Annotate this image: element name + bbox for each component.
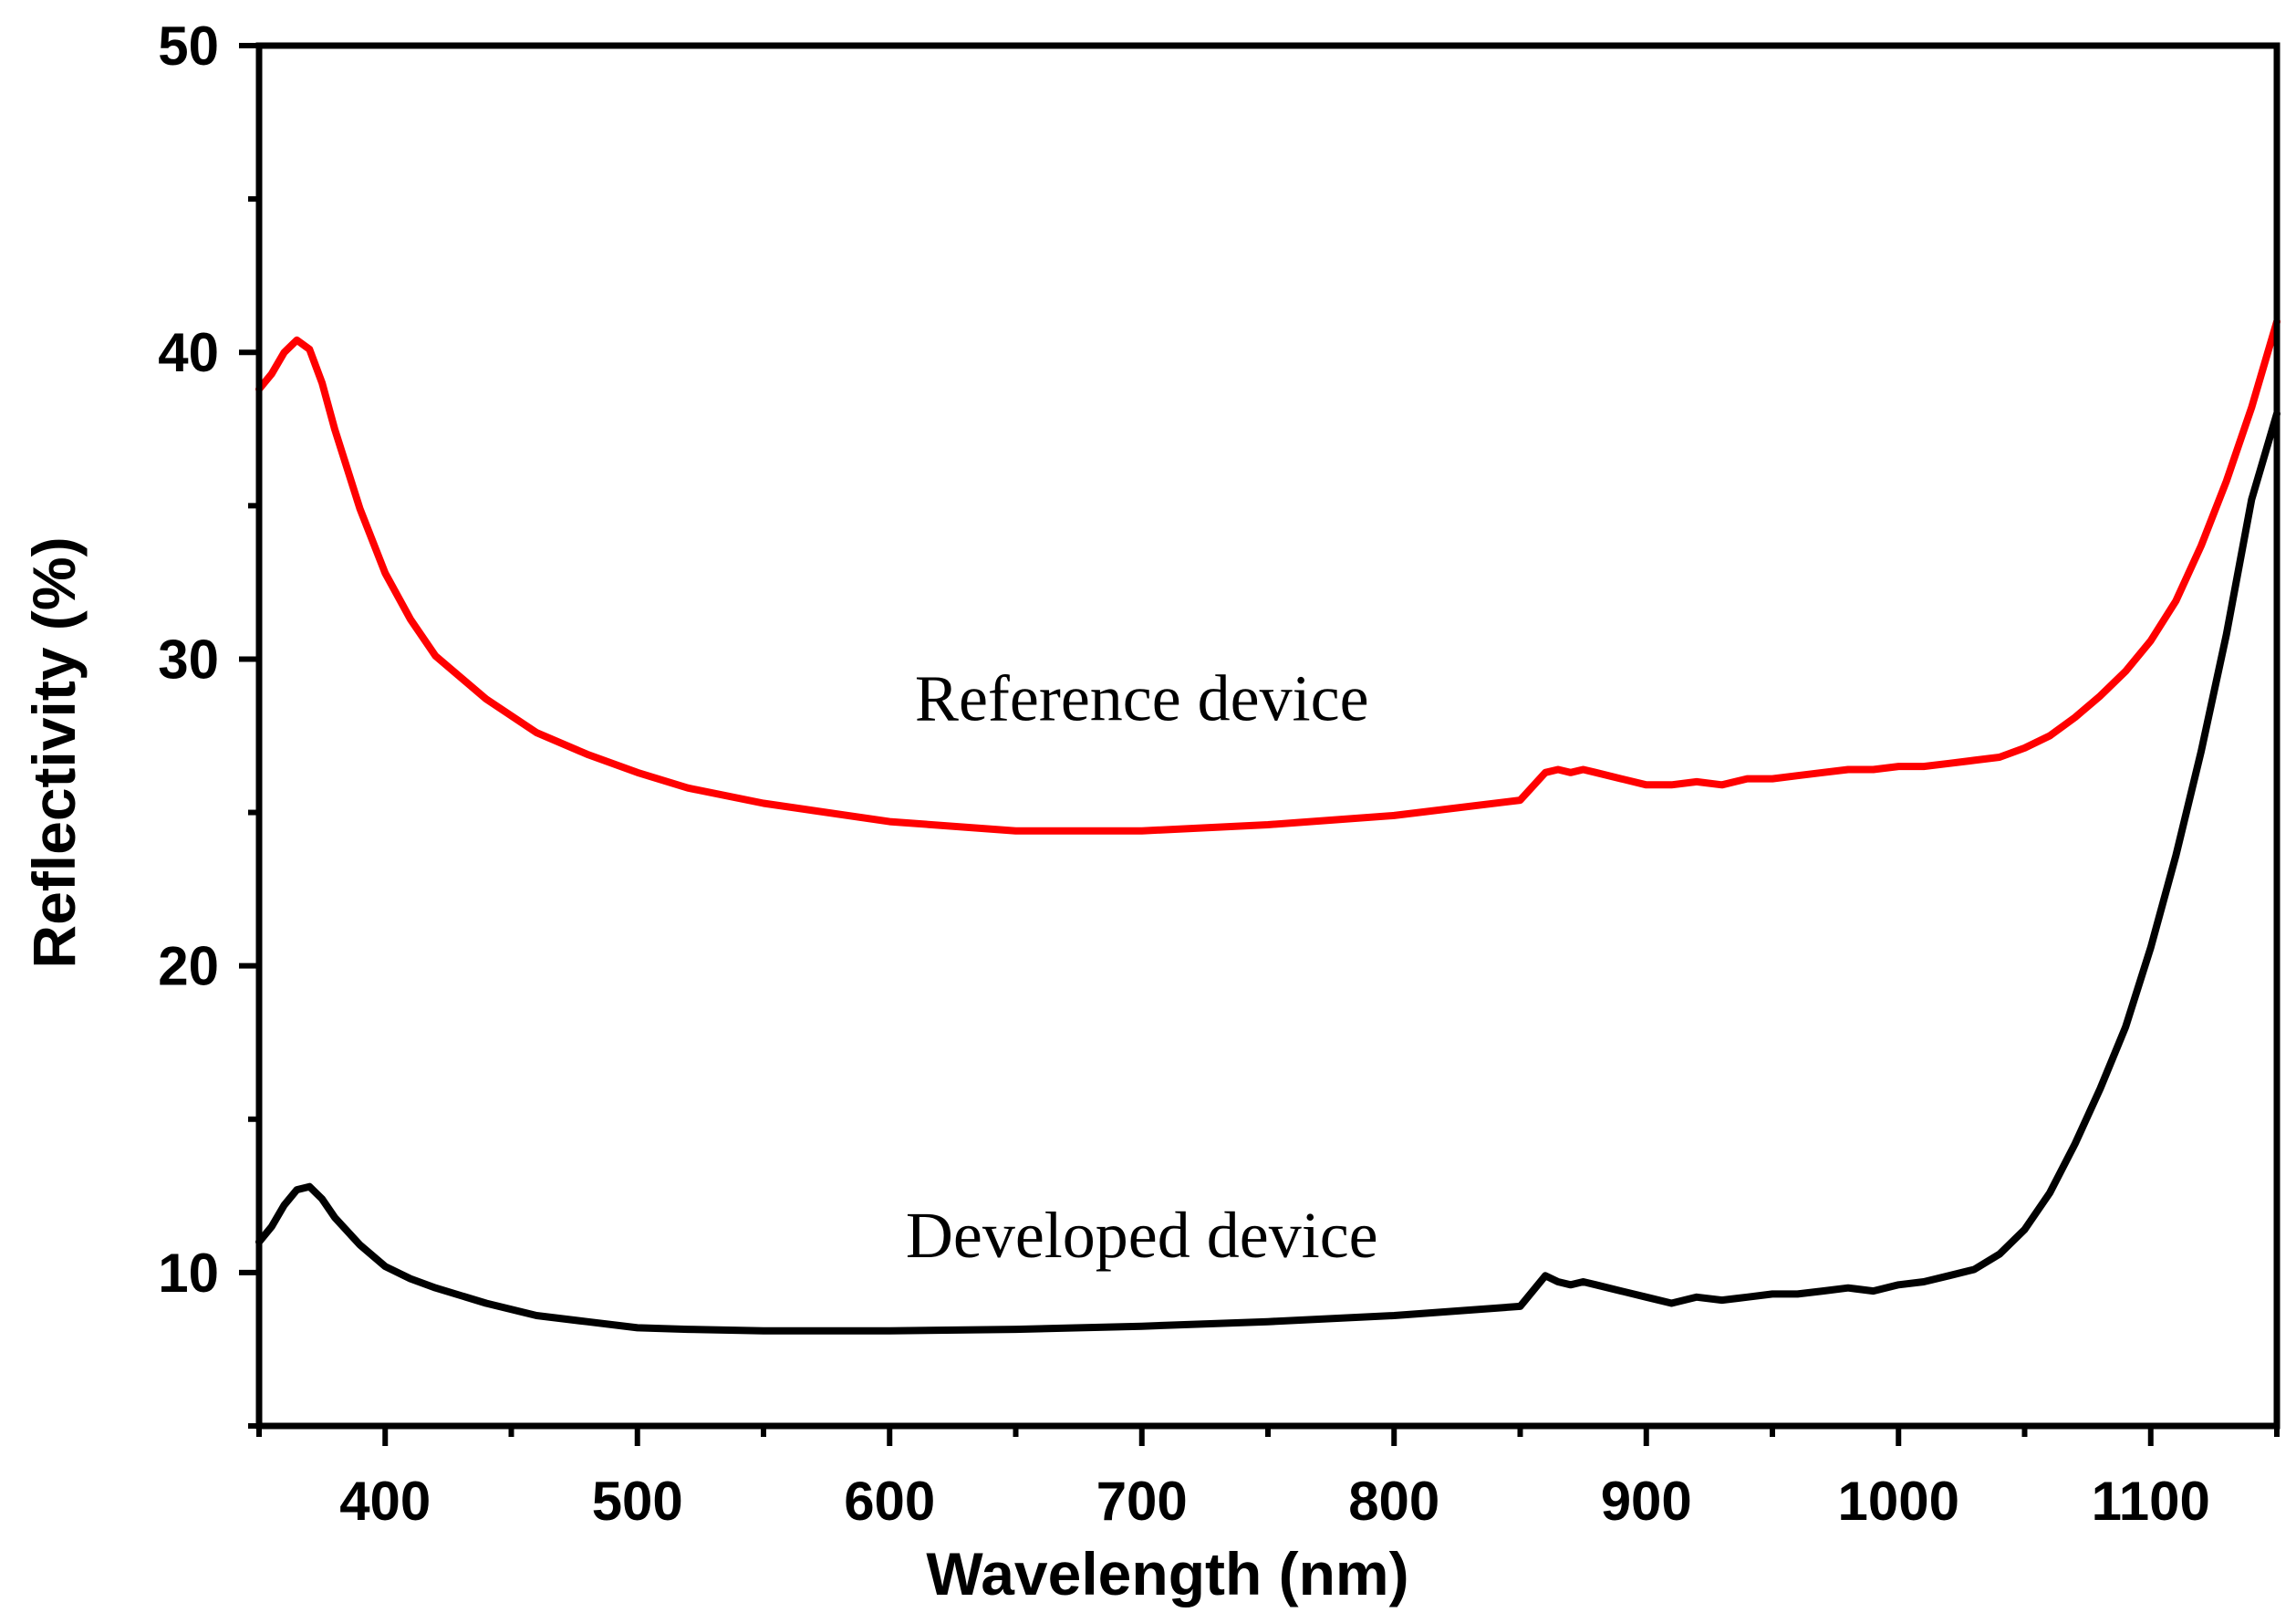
- tick-labels-layer: 400 500 600 700 800 900 1000 1100 10 20 30 40 50: [158, 16, 2210, 1532]
- plot-frame: [255, 42, 2280, 1430]
- series-line-developed-device: [255, 410, 2280, 1335]
- series-layer: [255, 317, 2280, 1335]
- x-tick-label: 1000: [1838, 1471, 1959, 1532]
- x-tick-label: 1100: [2092, 1471, 2210, 1532]
- series-line-reference-device: [255, 317, 2280, 835]
- x-tick-label: 500: [592, 1471, 683, 1532]
- x-tick-label: 600: [844, 1471, 935, 1532]
- ticks-layer: [239, 43, 2280, 1446]
- annotations-layer: Reference device Developed device: [906, 662, 1378, 1272]
- annotation-developed-device: Developed device: [906, 1199, 1378, 1272]
- y-tick-label: 50: [158, 16, 219, 77]
- x-tick-label: 900: [1601, 1471, 1692, 1532]
- x-tick-label: 700: [1096, 1471, 1188, 1532]
- x-tick-label: 400: [339, 1471, 431, 1532]
- annotation-reference-device: Reference device: [915, 662, 1369, 735]
- x-tick-label: 800: [1348, 1471, 1439, 1532]
- x-axis-title: Wavelength (nm): [926, 1540, 1408, 1607]
- y-axis-title: Reflectivity (%): [20, 536, 88, 968]
- y-tick-label: 40: [158, 322, 219, 383]
- y-tick-label: 20: [158, 936, 219, 997]
- y-tick-label: 10: [158, 1243, 219, 1304]
- y-tick-label: 30: [158, 629, 219, 690]
